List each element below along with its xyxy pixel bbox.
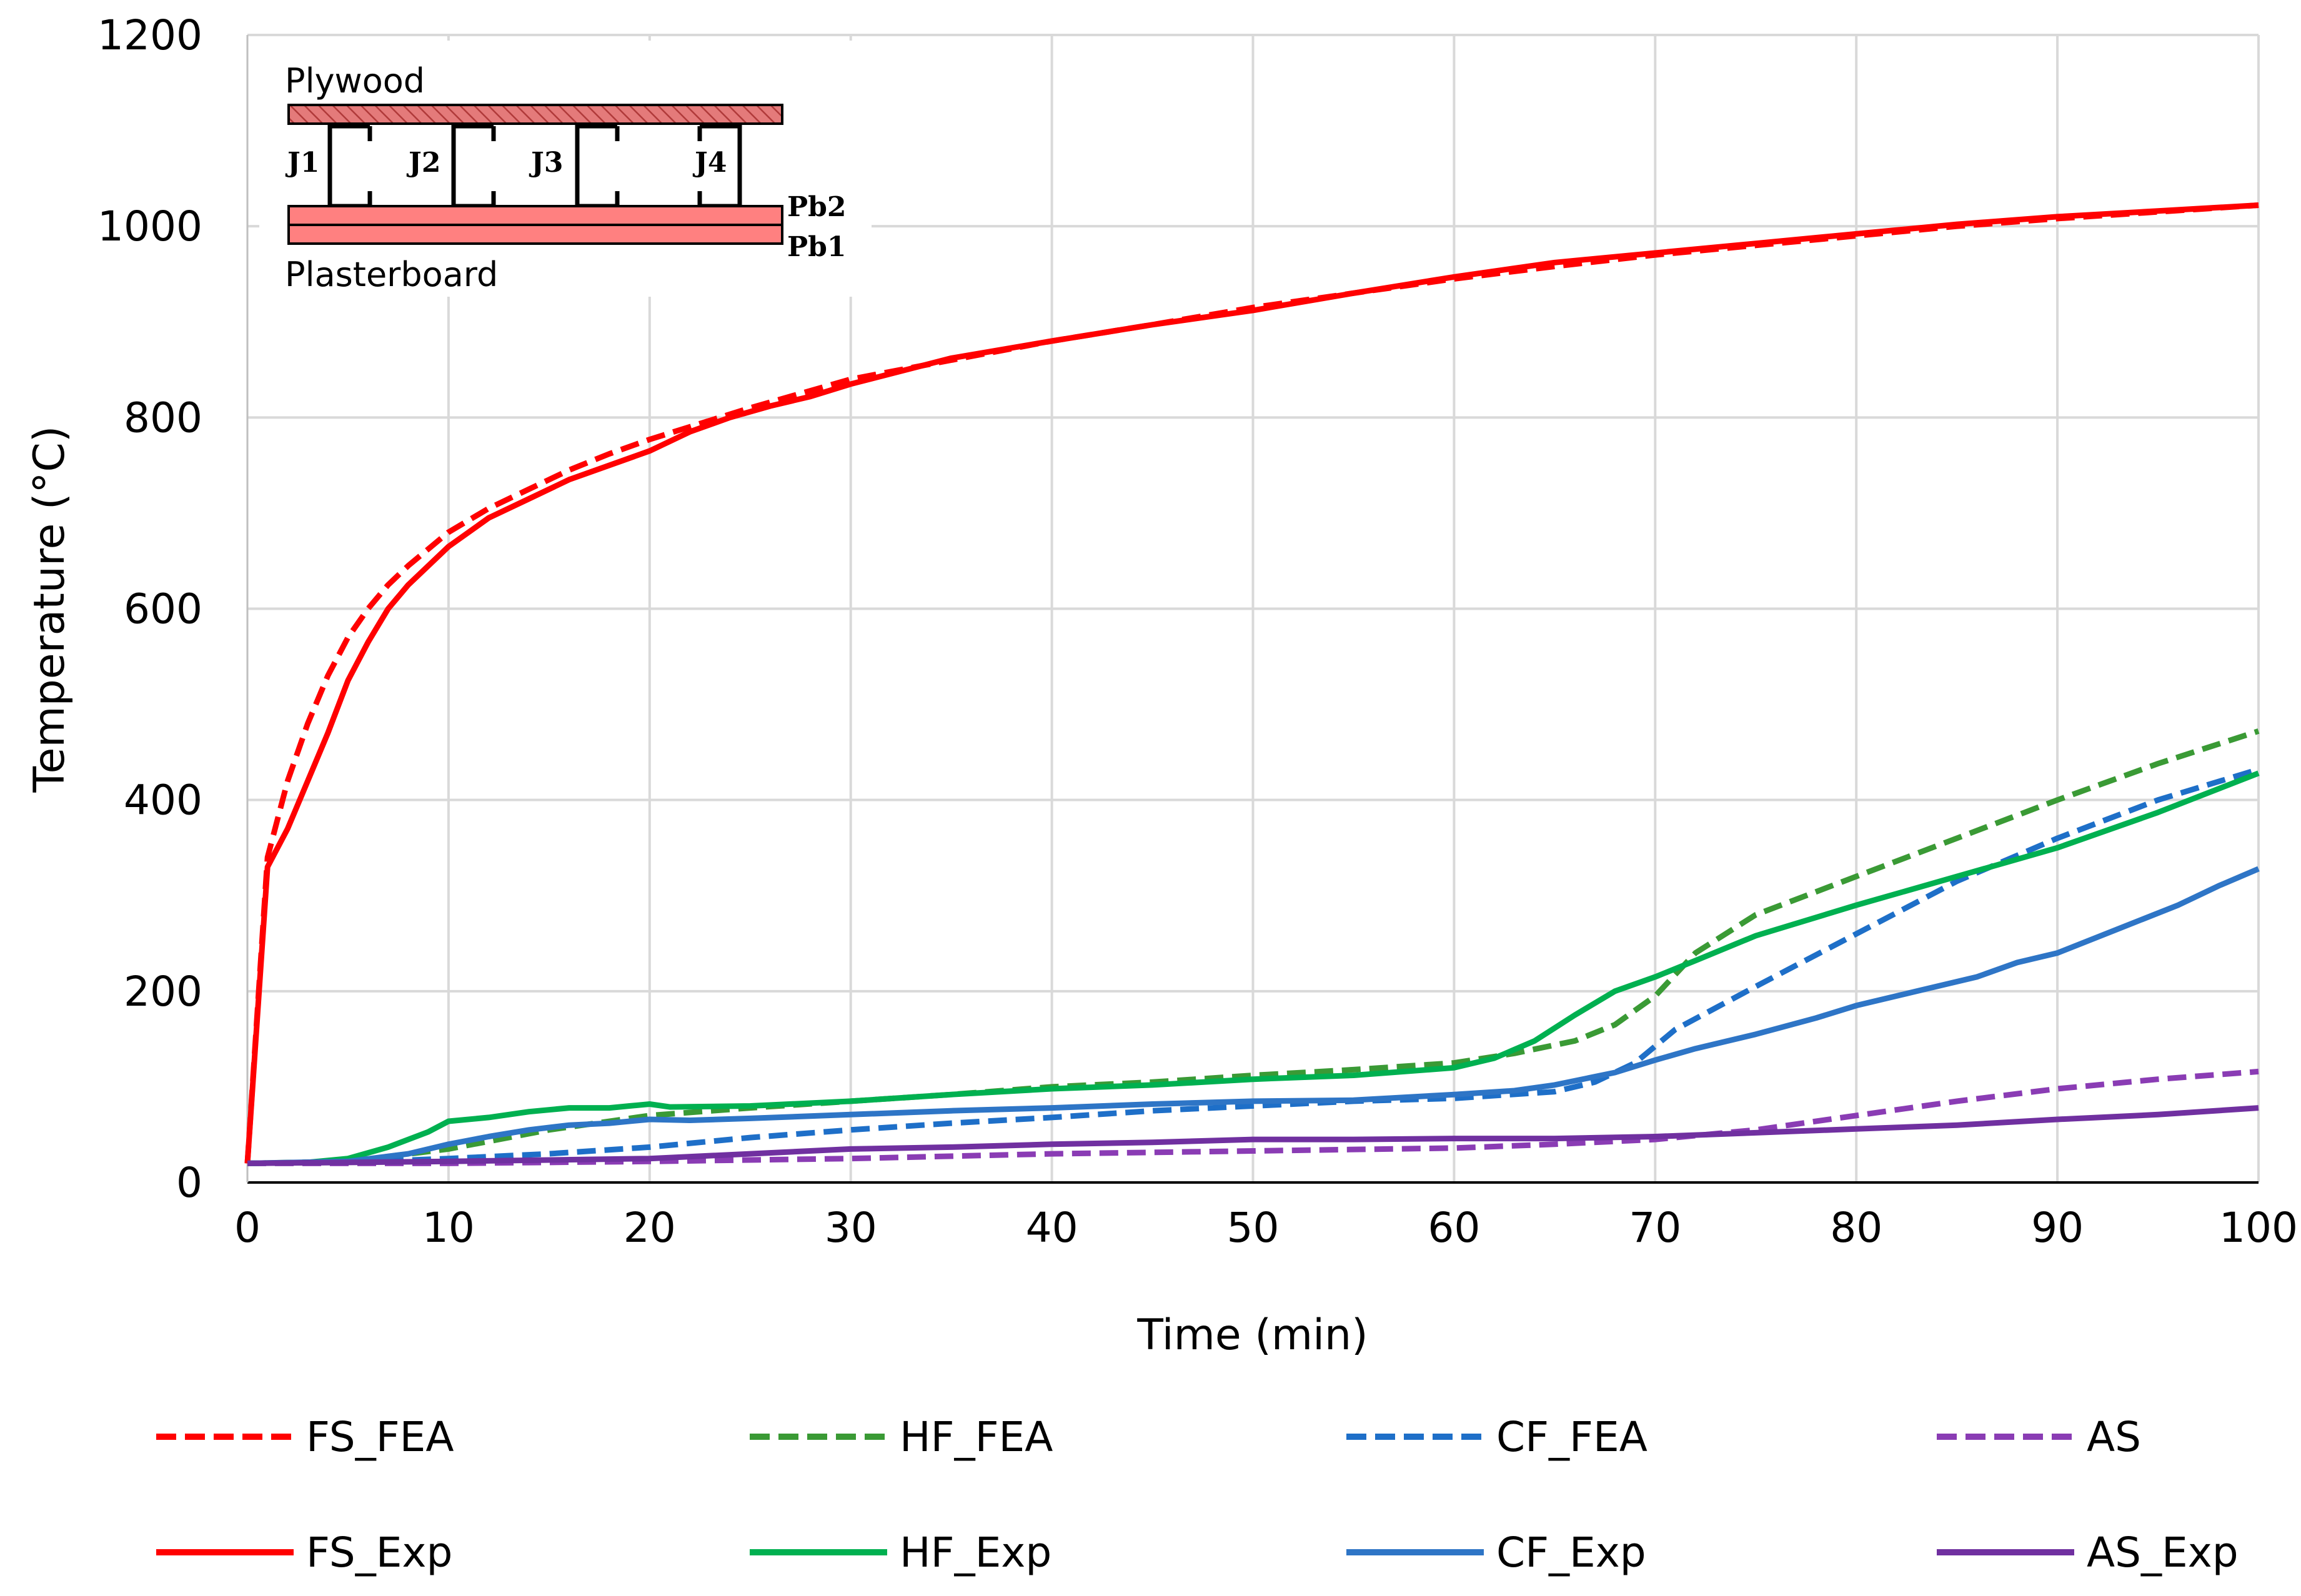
- y-tick-label: 0: [176, 1159, 202, 1207]
- series-line-hf-exp: [247, 770, 2260, 1166]
- series-line-as-exp: [247, 1105, 2259, 1166]
- joist-label-j3: J3: [529, 147, 563, 179]
- series-line-as: [247, 1068, 2259, 1166]
- legend-label-fs-exp: FS_Exp: [306, 1529, 452, 1577]
- legend-label-hf-fea: HF_FEA: [900, 1413, 1053, 1461]
- series-line-fs-exp: [244, 202, 2259, 1164]
- x-tick-label: 70: [1629, 1204, 1681, 1252]
- y-tick-label: 400: [124, 776, 202, 825]
- joist-label-j4: J4: [692, 147, 727, 179]
- x-tick-label: 10: [422, 1204, 475, 1252]
- y-tick-label: 800: [124, 394, 202, 442]
- inset-plasterboard-label: Plasterboard: [285, 255, 498, 294]
- x-axis-title: Time (min): [1136, 1311, 1368, 1360]
- board-label-pb1: Pb1: [787, 231, 846, 263]
- legend: FS_FEA HF_FEA CF_FEA AS FS_Exp HF_Exp CF_Exp AS…: [156, 1413, 2239, 1577]
- legend-label-as-exp: AS_Exp: [2087, 1529, 2239, 1577]
- y-tick-labels: 0 200 400 600 800 1000 1200: [97, 11, 202, 1207]
- legend-label-as: AS: [2087, 1413, 2141, 1461]
- series-lines: [244, 202, 2260, 1166]
- inset-background: [259, 41, 872, 297]
- grid-lines: [247, 34, 2260, 1182]
- series-line-hf-fea: [247, 728, 2260, 1166]
- plywood-board: [287, 104, 783, 125]
- x-tick-label: 40: [1026, 1204, 1078, 1252]
- board-label-pb2: Pb2: [787, 191, 846, 223]
- axes: [246, 35, 2259, 1184]
- y-tick-label: 200: [124, 968, 202, 1016]
- x-tick-label: 60: [1428, 1204, 1480, 1252]
- joist-label-j2: J2: [406, 147, 440, 179]
- series-line-cf-exp: [247, 866, 2260, 1166]
- legend-label-fs-fea: FS_FEA: [306, 1413, 454, 1461]
- x-tick-label: 80: [1830, 1204, 1882, 1252]
- x-tick-label: 100: [2219, 1204, 2298, 1252]
- y-axis-title: Temperature (°C): [25, 426, 74, 793]
- plasterboard-pb2: [287, 205, 783, 226]
- x-tick-label: 20: [624, 1204, 676, 1252]
- y-tick-label: 1200: [97, 11, 202, 59]
- y-tick-label: 600: [124, 585, 202, 633]
- plasterboard-pb1: [287, 224, 783, 245]
- inset-plywood-label: Plywood: [285, 61, 425, 101]
- legend-label-hf-exp: HF_Exp: [900, 1529, 1051, 1577]
- joist-label-j1: J1: [285, 147, 319, 179]
- legend-label-cf-fea: CF_FEA: [1496, 1413, 1647, 1461]
- inset-diagram: Plywood J1 J2 J3 J4 Pb2 Pb1 Plasterboard: [259, 41, 872, 297]
- y-tick-label: 1000: [97, 202, 202, 250]
- x-tick-label: 90: [2031, 1204, 2084, 1252]
- x-tick-label: 0: [234, 1204, 261, 1252]
- x-tick-labels: 0 10 20 30 40 50 60 70 80 90 100: [234, 1204, 2298, 1252]
- x-tick-label: 50: [1227, 1204, 1280, 1252]
- legend-label-cf-exp: CF_Exp: [1496, 1529, 1646, 1577]
- x-tick-label: 30: [825, 1204, 877, 1252]
